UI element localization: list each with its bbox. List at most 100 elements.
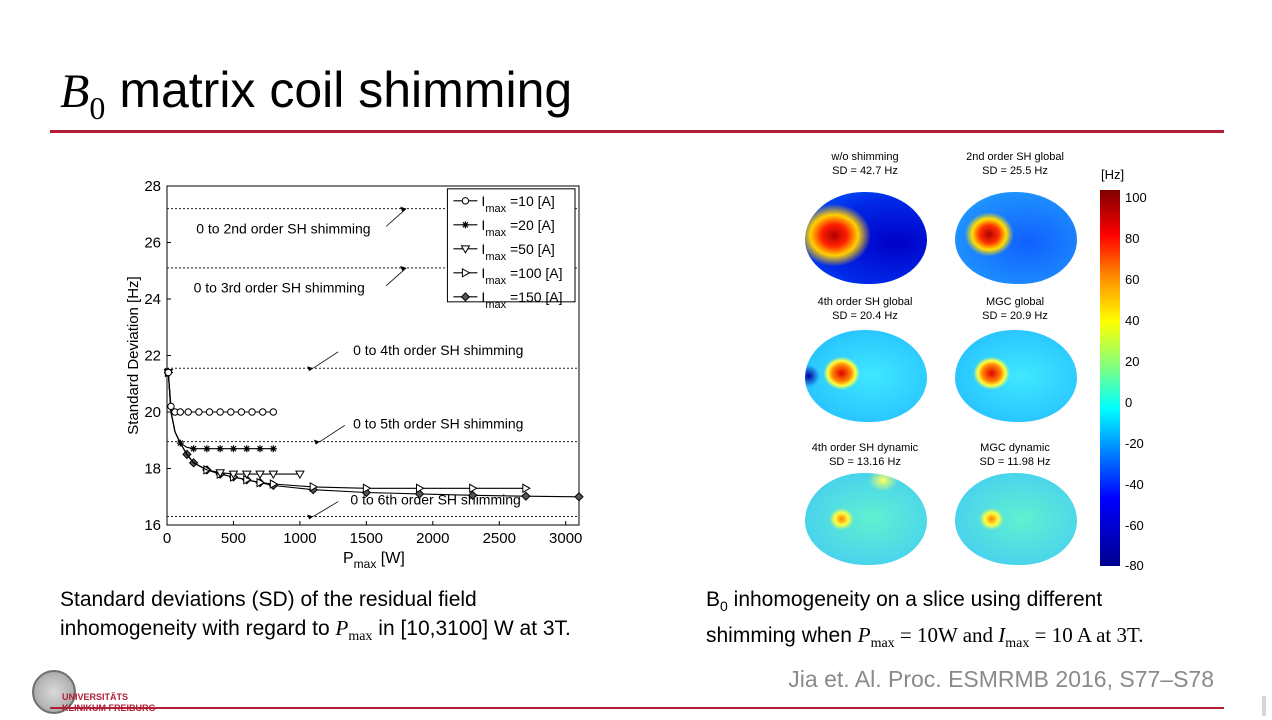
marker-circle	[176, 408, 184, 416]
marker-star	[203, 445, 211, 453]
marker-star	[216, 445, 224, 453]
marker-diamond	[574, 492, 584, 502]
marker-circle	[216, 408, 224, 416]
sd-vs-pmax-chart: 0 500 1000 1500 2000 2500 3000 16 18 20 22 24 26 28 Pm…	[125, 178, 584, 571]
marker-star	[256, 445, 264, 453]
caption-right-line1: B0 inhomogeneity on a slice using differ…	[706, 585, 1144, 621]
x-tick-label: 500	[221, 530, 246, 547]
legend-entry: Imax =150 [A]	[481, 289, 562, 311]
map-sd: SD = 20.4 Hz	[832, 310, 898, 322]
reference-label: 0 to 5th order SH shimming	[353, 415, 523, 431]
field-map-mgc-global	[955, 330, 1077, 422]
marker-circle	[164, 368, 173, 377]
reference-citation: Jia et. Al. Proc. ESMRMB 2016, S77–S78	[788, 666, 1214, 692]
field-map-wo-shimming	[805, 192, 927, 284]
field-map-mgc-dynamic	[955, 473, 1077, 565]
reference-arrowhead	[307, 514, 314, 520]
marker-circle	[237, 408, 246, 416]
field-map-4th-order-dynamic	[805, 473, 927, 565]
series-line	[167, 372, 580, 498]
marker-triangle-right	[461, 267, 471, 278]
caption-text: in [10,3100] W at 3T.	[372, 617, 571, 640]
x-tick-label: 2500	[483, 530, 516, 547]
legend-entry: Imax =10 [A]	[481, 193, 554, 215]
reference-arrowhead	[313, 439, 320, 445]
caption-var-sub: max	[870, 636, 895, 652]
caption-right-line2: shimming when Pmax = 10W and Imax = 10 A…	[706, 621, 1144, 658]
colorbar-tick: 40	[1125, 313, 1140, 328]
title-text: matrix coil shimming	[119, 62, 573, 118]
y-axis-label: Standard Deviation [Hz]	[125, 276, 142, 434]
university-logo: UNIVERSITÄTS KLINIKUM FREIBURG	[32, 670, 162, 716]
caption-symbol-sub: 0	[720, 598, 728, 615]
marker-star	[190, 445, 198, 453]
marker-diamond	[467, 490, 478, 501]
colorbar-tick: 100	[1125, 190, 1147, 205]
y-tick-label: 28	[144, 178, 161, 195]
map-label: MGC dynamic	[980, 442, 1050, 454]
reference-arrowhead	[400, 206, 407, 212]
legend-entry: Imax =100 [A]	[481, 265, 562, 287]
x-tick-label: 1000	[283, 530, 316, 547]
marker-triangle-right	[469, 483, 478, 494]
marker-triangle-right	[269, 479, 279, 489]
map-label: 4th order SH dynamic	[811, 442, 919, 454]
marker-star	[243, 445, 251, 453]
university-seal-icon	[32, 670, 76, 714]
x-tick-label: 3000	[549, 530, 582, 547]
y-tick-label: 16	[144, 517, 161, 534]
marker-triangle-down	[241, 470, 252, 480]
colorbar-tick: 80	[1125, 231, 1140, 246]
colorbar-tick: -80	[1125, 558, 1144, 573]
marker-circle	[195, 408, 203, 416]
colorbar-tick: -40	[1125, 477, 1144, 492]
field-map-4th-order-global	[805, 330, 927, 422]
caption-text: inhomogeneity on a slice using different	[727, 588, 1103, 611]
caption-var: P	[857, 623, 871, 648]
marker-star	[461, 221, 469, 229]
logo-line1: UNIVERSITÄTS	[62, 692, 129, 702]
reference-arrow	[312, 501, 339, 517]
marker-triangle-down	[228, 470, 239, 480]
reference-arrow	[319, 424, 346, 442]
marker-circle	[205, 408, 214, 416]
marker-triangle-right	[362, 483, 372, 494]
reference-label: 0 to 3rd order SH shimming	[194, 280, 365, 296]
caption-symbol: B	[706, 588, 721, 611]
x-axis-label: Pmax [W]	[343, 550, 405, 571]
caption-var: I	[998, 623, 1006, 648]
map-sd: SD = 13.16 Hz	[829, 456, 901, 468]
colorbar	[1100, 190, 1120, 566]
reference-arrow	[385, 267, 407, 286]
slide-title: B0 matrix coil shimming	[60, 58, 572, 140]
map-sd: SD = 20.9 Hz	[982, 310, 1048, 322]
marker-triangle-right	[309, 482, 319, 492]
title-symbol: B	[60, 65, 90, 118]
y-tick-label: 18	[144, 461, 161, 478]
map-label: 4th order SH global	[817, 296, 913, 308]
marker-circle	[269, 408, 278, 416]
marker-triangle-right	[522, 483, 531, 494]
caption-text: inhomogeneity with regard to	[60, 617, 336, 640]
marker-triangle-down	[215, 469, 226, 478]
caption-text: = 10W and	[894, 623, 999, 648]
y-tick-label: 24	[144, 291, 161, 308]
colorbar-tick: -60	[1125, 518, 1144, 533]
marker-circle	[248, 408, 256, 416]
marker-circle	[184, 408, 192, 416]
map-sd: SD = 42.7 Hz	[832, 165, 898, 177]
marker-star	[176, 439, 184, 447]
x-tick-label: 0	[163, 530, 171, 547]
map-title-4th-order-global: 4th order SH global SD = 20.4 Hz	[795, 295, 935, 323]
caption-var-sub: max	[348, 629, 373, 645]
map-label: MGC global	[985, 296, 1045, 308]
marker-circle	[227, 408, 235, 416]
marker-triangle-right	[256, 477, 266, 488]
marker-triangle-down	[295, 470, 305, 480]
y-tick-label: 20	[144, 404, 161, 421]
series-line	[167, 372, 300, 475]
colorbar-tick: 0	[1125, 395, 1133, 410]
reference-label: 0 to 4th order SH shimming	[353, 342, 523, 358]
caption-right: B0 inhomogeneity on a slice using differ…	[706, 585, 1144, 658]
marker-triangle-down	[255, 470, 265, 480]
